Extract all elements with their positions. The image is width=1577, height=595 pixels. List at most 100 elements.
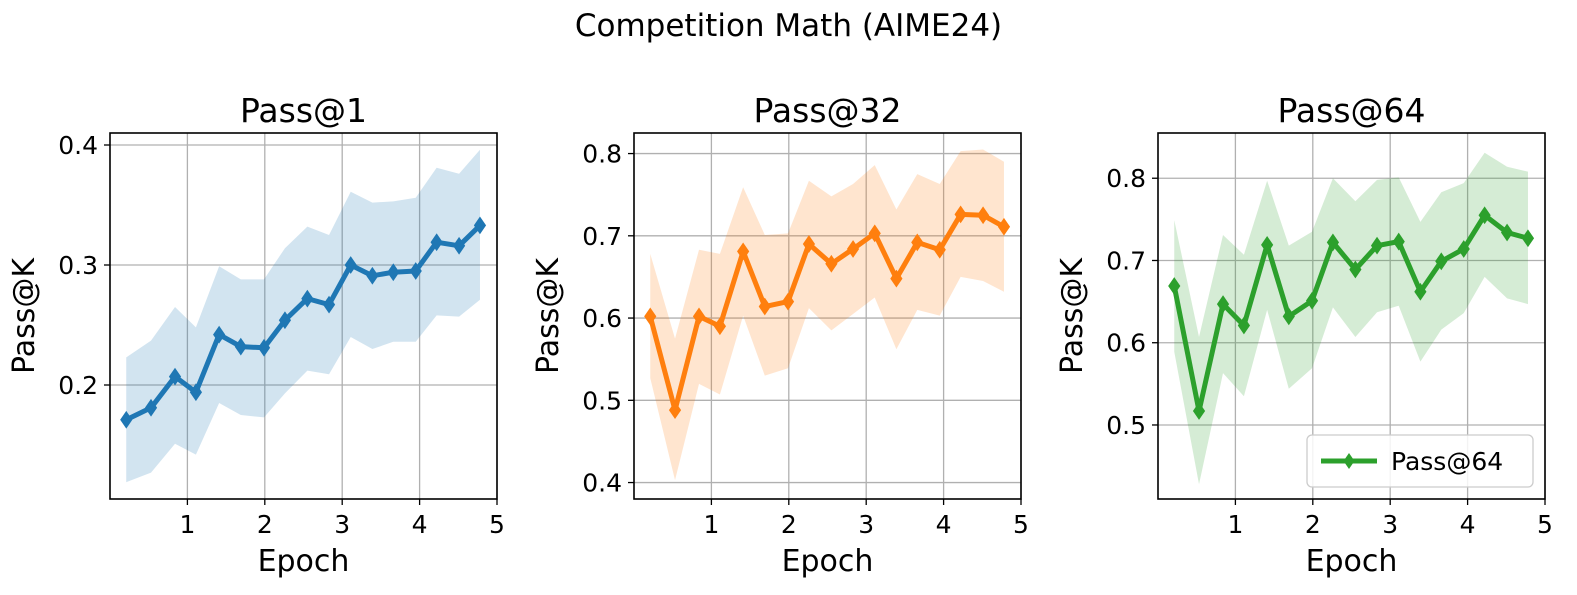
- data-point: [911, 233, 924, 252]
- data-point: [692, 307, 706, 326]
- subplot-title: Pass@1: [240, 91, 367, 130]
- x-tick-label: 2: [781, 510, 797, 539]
- legend-label: Pass@64: [1391, 447, 1503, 476]
- chart-panel-1: 1 2 3 4 5 0.2 0.3 0.4 Pass@1 Epoch Pass@K: [7, 91, 505, 579]
- y-axis-label: Pass@K: [1055, 257, 1090, 374]
- x-tick-label: 3: [334, 510, 350, 539]
- data-point: [758, 297, 771, 316]
- chart-panel-2: 1 2 3 4 5 0.4 0.5 0.6 0.7 0.8 Pass@32 Epoch Pass@K: [531, 91, 1029, 579]
- y-tick-label: 0.5: [1106, 411, 1146, 440]
- data-point: [430, 233, 443, 252]
- x-tick-label: 1: [179, 510, 195, 539]
- data-point: [713, 317, 727, 336]
- y-tick-label: 0.4: [58, 131, 98, 160]
- data-point: [1326, 233, 1340, 252]
- data-point: [1305, 291, 1319, 310]
- x-tick-label: 4: [936, 510, 952, 539]
- x-tick-label: 2: [257, 510, 273, 539]
- data-point: [825, 254, 838, 273]
- data-point: [1168, 277, 1181, 295]
- y-tick-label: 0.7: [1106, 246, 1146, 275]
- data-point: [1349, 260, 1362, 279]
- data-point: [452, 236, 466, 255]
- data-point: [120, 410, 133, 429]
- data-point: [387, 263, 400, 282]
- data-point: [1282, 307, 1295, 326]
- data-point: [1457, 240, 1470, 258]
- data-point: [737, 242, 750, 261]
- data-point: [1435, 252, 1448, 271]
- y-axis-label: Pass@K: [531, 257, 566, 374]
- y-tick-label: 0.8: [582, 140, 622, 169]
- data-point: [1237, 316, 1251, 335]
- data-point: [1392, 232, 1405, 251]
- x-tick-label: 3: [858, 510, 874, 539]
- y-tick-label: 0.6: [1106, 329, 1146, 358]
- subplot-title: Pass@64: [1277, 91, 1425, 130]
- subplot-title: Pass@32: [753, 91, 901, 130]
- figure-title: Competition Math (AIME24): [574, 8, 1003, 44]
- legend-box: [1306, 434, 1534, 488]
- data-point: [868, 224, 881, 243]
- data-point: [997, 217, 1011, 236]
- x-tick-label: 5: [1537, 510, 1553, 539]
- data-point: [213, 325, 226, 344]
- y-tick-label: 0.3: [58, 251, 98, 280]
- data-point: [668, 401, 682, 420]
- x-tick-label: 2: [1305, 510, 1321, 539]
- data-point: [954, 205, 967, 224]
- axes-frame: [109, 132, 498, 500]
- x-tick-label: 3: [1382, 510, 1398, 539]
- confidence-band: [1174, 152, 1528, 485]
- x-tick-label: 5: [489, 510, 505, 539]
- data-point: [976, 206, 990, 225]
- data-point: [1414, 282, 1427, 301]
- legend-marker: [1343, 453, 1355, 469]
- chart-panel-3: 1 2 3 4 5 0.5 0.6 0.7 0.8 Pass@64 Epoch Pass@K Pass@…: [1055, 91, 1553, 579]
- y-tick-label: 0.8: [1106, 164, 1146, 193]
- data-point: [1521, 229, 1535, 248]
- data-point: [1261, 235, 1274, 254]
- data-point: [322, 295, 336, 314]
- axes-frame: [633, 132, 1022, 500]
- confidence-band: [126, 149, 480, 483]
- y-tick-label: 0.2: [58, 371, 98, 400]
- data-point: [644, 307, 657, 326]
- y-tick-label: 0.4: [582, 469, 622, 498]
- data-point: [257, 338, 271, 357]
- data-point: [781, 292, 795, 311]
- axes-frame: [1157, 132, 1546, 500]
- legend: Pass@64: [1306, 434, 1534, 488]
- x-axis-label: Epoch: [1306, 544, 1398, 579]
- data-point: [409, 262, 422, 280]
- x-axis-label: Epoch: [782, 544, 874, 579]
- data-point: [802, 235, 816, 253]
- data-point: [933, 240, 946, 259]
- data-point: [234, 337, 247, 356]
- y-tick-label: 0.7: [582, 222, 622, 251]
- y-tick-label: 0.6: [582, 304, 622, 333]
- data-point: [301, 289, 314, 308]
- data-point: [189, 383, 203, 402]
- x-axis-label: Epoch: [258, 544, 350, 579]
- data-point: [168, 367, 182, 386]
- x-tick-label: 5: [1013, 510, 1029, 539]
- data-point: [890, 269, 903, 288]
- x-tick-label: 4: [412, 510, 428, 539]
- data-point: [1216, 295, 1230, 313]
- data-point: [846, 240, 860, 258]
- confidence-band: [650, 149, 1004, 481]
- data-point: [366, 266, 379, 285]
- y-axis-label: Pass@K: [7, 257, 42, 374]
- data-point: [473, 216, 487, 235]
- y-tick-label: 0.5: [582, 386, 622, 415]
- data-point: [144, 398, 158, 417]
- data-point: [1370, 236, 1384, 255]
- x-tick-label: 4: [1460, 510, 1476, 539]
- data-point: [1478, 206, 1491, 225]
- data-point: [1500, 223, 1514, 242]
- data-point: [278, 311, 292, 330]
- data-point: [1192, 402, 1206, 420]
